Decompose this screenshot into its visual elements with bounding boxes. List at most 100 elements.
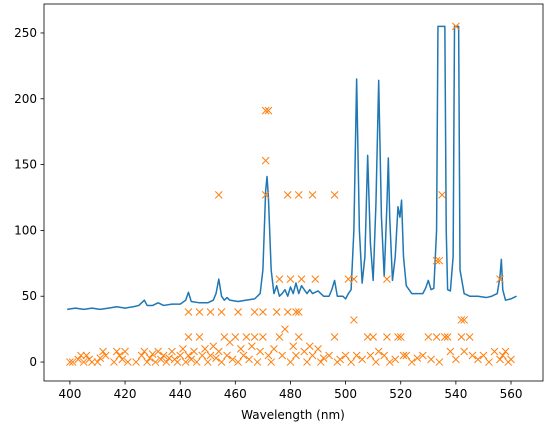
x-marker <box>259 333 267 341</box>
x-marker <box>239 351 248 360</box>
x-marker <box>234 358 242 366</box>
spectrum-line <box>67 25 517 311</box>
x-marker <box>358 355 367 364</box>
x-marker <box>347 358 355 366</box>
x-marker <box>308 191 317 199</box>
x-marker <box>261 156 270 165</box>
x-tick-label: 560 <box>500 387 523 401</box>
x-marker <box>270 345 278 353</box>
x-marker <box>336 355 344 364</box>
x-marker <box>286 275 295 283</box>
x-tick-label: 440 <box>169 387 192 401</box>
x-marker <box>391 355 400 364</box>
x-marker <box>82 351 91 360</box>
x-marker <box>223 351 231 360</box>
x-marker <box>460 347 469 356</box>
x-marker <box>234 308 242 316</box>
y-tick-label: 100 <box>14 223 37 237</box>
x-marker <box>441 333 449 341</box>
x-marker <box>316 358 325 366</box>
x-marker <box>350 275 358 283</box>
x-marker <box>184 351 193 360</box>
x-marker <box>115 351 124 360</box>
x-marker <box>413 354 422 362</box>
x-marker <box>432 333 441 341</box>
x-marker <box>292 351 300 360</box>
x-marker <box>132 358 140 366</box>
x-marker <box>250 333 259 341</box>
x-marker <box>159 351 168 360</box>
x-marker <box>261 106 270 115</box>
x-tick-label: 480 <box>279 387 302 401</box>
x-marker <box>121 347 129 356</box>
x-marker <box>460 316 469 324</box>
x-marker <box>305 342 314 351</box>
x-marker <box>217 358 226 366</box>
x-marker <box>396 333 405 341</box>
x-marker <box>303 358 311 366</box>
x-marker <box>372 358 380 366</box>
x-marker <box>275 275 284 283</box>
x-marker <box>101 351 110 360</box>
x-marker <box>383 275 391 283</box>
x-tick-label: 460 <box>224 387 247 401</box>
plot-frame <box>43 3 544 382</box>
x-marker <box>162 358 171 366</box>
x-marker <box>498 351 507 360</box>
x-marker <box>457 333 466 341</box>
x-marker <box>344 275 353 283</box>
x-marker <box>281 325 289 333</box>
x-marker <box>201 345 209 353</box>
x-marker <box>294 191 303 199</box>
x-marker <box>176 351 185 360</box>
x-marker <box>438 191 446 199</box>
x-marker <box>394 333 402 341</box>
x-marker <box>137 351 146 360</box>
x-marker <box>245 355 253 364</box>
x-marker <box>214 191 223 199</box>
x-marker <box>110 358 118 366</box>
x-marker <box>424 333 433 341</box>
x-marker <box>151 358 160 366</box>
x-marker <box>88 358 96 366</box>
x-marker <box>146 354 154 362</box>
x-marker <box>187 355 196 364</box>
x-marker <box>294 333 303 341</box>
x-marker <box>267 358 276 366</box>
x-marker <box>99 347 107 356</box>
x-marker <box>206 308 215 316</box>
x-marker <box>74 355 83 364</box>
x-marker <box>294 308 303 316</box>
x-marker <box>427 355 435 364</box>
x-marker <box>292 308 300 316</box>
x-marker <box>496 355 504 364</box>
x-marker <box>214 347 223 356</box>
x-marker <box>385 358 394 366</box>
x-marker <box>195 308 204 316</box>
x-marker <box>190 347 198 356</box>
x-marker <box>446 347 455 356</box>
x-marker <box>231 333 240 341</box>
x-marker <box>283 308 292 316</box>
x-marker <box>93 358 102 366</box>
x-marker <box>259 308 267 316</box>
x-marker <box>325 351 333 360</box>
x-marker <box>380 351 389 360</box>
x-marker <box>140 347 149 356</box>
x-marker <box>490 347 499 356</box>
x-marker <box>289 342 298 351</box>
x-marker <box>179 345 187 353</box>
x-tick-label: 540 <box>444 387 467 401</box>
x-marker <box>369 333 378 341</box>
x-marker <box>264 351 273 360</box>
x-marker <box>314 345 322 353</box>
y-tick-label: 0 <box>29 355 37 369</box>
x-marker <box>261 191 270 199</box>
x-marker <box>407 358 416 366</box>
x-marker <box>330 191 339 199</box>
x-marker <box>330 333 339 341</box>
x-marker <box>479 351 488 360</box>
x-marker <box>184 333 193 341</box>
x-marker <box>435 256 444 265</box>
